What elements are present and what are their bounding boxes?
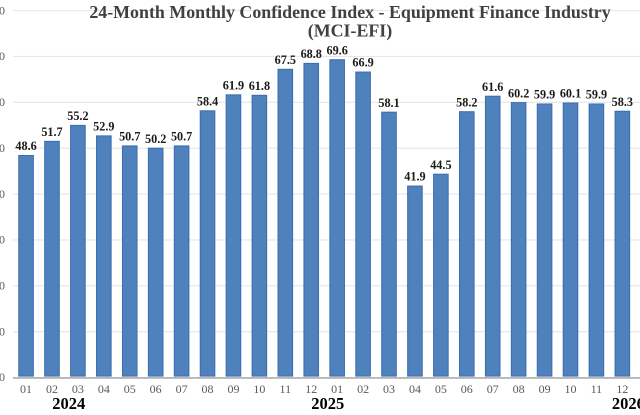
- svg-text:60.2: 60.2: [508, 86, 529, 100]
- svg-text:61.8: 61.8: [249, 79, 270, 93]
- svg-text:44.5: 44.5: [430, 158, 451, 172]
- svg-text:01: 01: [20, 382, 32, 396]
- svg-text:66.9: 66.9: [352, 56, 373, 70]
- svg-text:24-Month Monthly Confidence In: 24-Month Monthly Confidence Index - Equi…: [89, 2, 610, 22]
- svg-text:50.7: 50.7: [171, 130, 192, 144]
- svg-text:61.6: 61.6: [482, 80, 503, 94]
- svg-text:2025: 2025: [311, 394, 344, 413]
- svg-text:69.6: 69.6: [326, 43, 347, 57]
- svg-text:08: 08: [513, 382, 525, 396]
- svg-text:51.7: 51.7: [41, 125, 62, 139]
- svg-text:59.9: 59.9: [586, 88, 607, 102]
- svg-text:58.3: 58.3: [612, 95, 633, 109]
- svg-text:41.9: 41.9: [404, 170, 425, 184]
- svg-text:06: 06: [150, 382, 162, 396]
- svg-text:0: 0: [0, 370, 5, 384]
- svg-text:50.7: 50.7: [119, 130, 140, 144]
- svg-text:58.4: 58.4: [197, 95, 218, 109]
- svg-text:10: 10: [0, 324, 5, 338]
- svg-text:04: 04: [98, 382, 110, 396]
- svg-text:30: 30: [0, 233, 5, 247]
- svg-text:11: 11: [280, 382, 292, 396]
- svg-text:58.2: 58.2: [456, 95, 477, 109]
- svg-text:07: 07: [176, 382, 188, 396]
- svg-text:50: 50: [0, 141, 5, 155]
- svg-text:02: 02: [46, 382, 58, 396]
- svg-text:80: 80: [0, 3, 5, 17]
- svg-text:2026: 2026: [612, 394, 640, 413]
- svg-text:07: 07: [487, 382, 499, 396]
- svg-text:11: 11: [591, 382, 603, 396]
- svg-text:68.8: 68.8: [301, 47, 322, 61]
- svg-text:55.2: 55.2: [67, 109, 88, 123]
- svg-text:03: 03: [72, 382, 84, 396]
- svg-text:67.5: 67.5: [275, 53, 296, 67]
- svg-text:02: 02: [357, 382, 369, 396]
- svg-text:10: 10: [565, 382, 577, 396]
- svg-text:50.2: 50.2: [145, 132, 166, 146]
- svg-text:2024: 2024: [52, 394, 85, 413]
- svg-text:59.9: 59.9: [534, 88, 555, 102]
- svg-text:70: 70: [0, 49, 5, 63]
- svg-text:05: 05: [124, 382, 136, 396]
- svg-text:60: 60: [0, 95, 5, 109]
- svg-text:52.9: 52.9: [93, 120, 114, 134]
- svg-text:48.6: 48.6: [15, 139, 36, 153]
- svg-text:61.9: 61.9: [223, 79, 244, 93]
- svg-text:06: 06: [461, 382, 473, 396]
- svg-text:09: 09: [539, 382, 551, 396]
- svg-text:58.1: 58.1: [378, 96, 399, 110]
- svg-text:20: 20: [0, 278, 5, 292]
- svg-text:04: 04: [409, 382, 421, 396]
- svg-text:(MCI-EFI): (MCI-EFI): [308, 21, 393, 42]
- svg-text:12: 12: [616, 382, 628, 396]
- svg-text:12: 12: [305, 382, 317, 396]
- svg-text:09: 09: [227, 382, 239, 396]
- svg-text:60.1: 60.1: [560, 87, 581, 101]
- svg-text:10: 10: [253, 382, 265, 396]
- svg-text:40: 40: [0, 187, 5, 201]
- svg-text:08: 08: [202, 382, 214, 396]
- svg-text:05: 05: [435, 382, 447, 396]
- svg-text:01: 01: [331, 382, 343, 396]
- svg-text:03: 03: [383, 382, 395, 396]
